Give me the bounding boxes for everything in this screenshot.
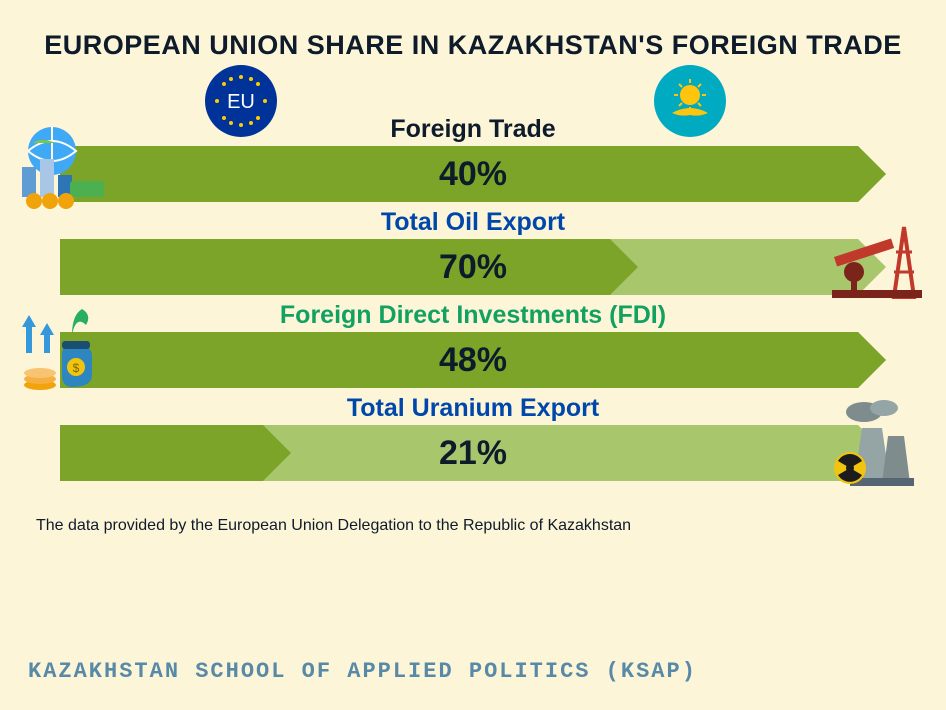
nuclear-plant-icon <box>824 398 934 488</box>
metric-label: Foreign Trade <box>30 115 916 144</box>
metric-value: 40% <box>60 146 886 202</box>
metric-value: 70% <box>60 239 886 295</box>
infographic-canvas: EUROPEAN UNION SHARE IN KAZAKHSTAN'S FOR… <box>0 0 946 710</box>
arrow-bar: 48% <box>60 332 886 388</box>
metric-label: Foreign Direct Investments (FDI) <box>30 301 916 330</box>
metric-row: Total Oil Export70% <box>30 208 916 295</box>
metric-row: Foreign Direct Investments (FDI)48%$ <box>30 301 916 388</box>
metric-label: Total Oil Export <box>30 208 916 237</box>
arrow-bar: 21% <box>60 425 886 481</box>
metric-row: Total Uranium Export21% <box>30 394 916 481</box>
data-source-note: The data provided by the European Union … <box>36 517 916 535</box>
metric-label: Total Uranium Export <box>30 394 916 423</box>
metric-value: 48% <box>60 332 886 388</box>
arrow-bar: 70% <box>60 239 886 295</box>
oil-pump-icon <box>824 212 934 302</box>
main-title: EUROPEAN UNION SHARE IN KAZAKHSTAN'S FOR… <box>30 30 916 61</box>
bars-container: Foreign Trade40%Total Oil Export70%Forei… <box>30 115 916 481</box>
organization-footer: KAZAKHSTAN SCHOOL OF APPLIED POLITICS (K… <box>28 659 697 684</box>
svg-text:EU: EU <box>227 91 255 113</box>
metric-row: Foreign Trade40% <box>30 115 916 202</box>
investment-icon: $ <box>12 305 122 395</box>
metric-value: 21% <box>60 425 886 481</box>
globe-money-icon <box>12 119 122 209</box>
arrow-bar: 40% <box>60 146 886 202</box>
svg-text:$: $ <box>73 361 80 375</box>
